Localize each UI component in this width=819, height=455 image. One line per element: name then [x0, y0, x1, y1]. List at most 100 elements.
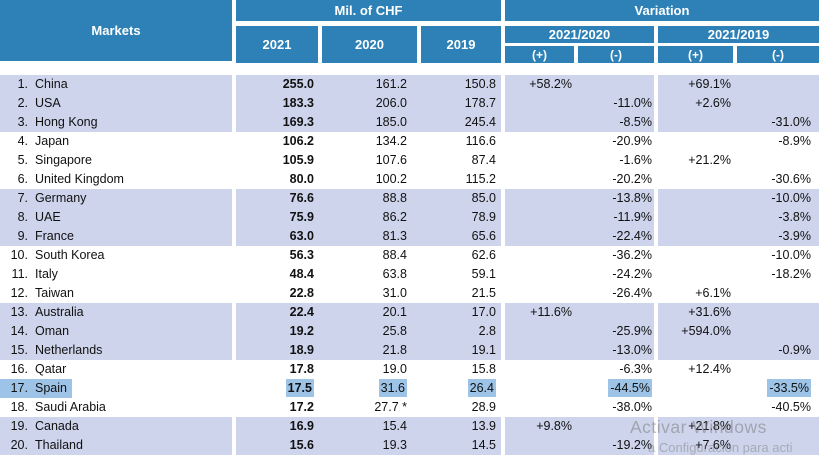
value-2021: 76.6: [289, 191, 314, 205]
variation-2021-2019-cell: +21.2%: [658, 151, 819, 170]
variation-2020-minus: -13.8%: [612, 191, 652, 205]
value-2021: 22.4: [289, 305, 314, 319]
variation-2019-plus: [658, 189, 733, 208]
column-header-variation-2021-2019: 2021/2019: [658, 26, 819, 43]
variation-2019-minus: -0.9%: [778, 343, 811, 357]
variation-2019-plus: [658, 227, 733, 246]
market-rank: 9.: [17, 229, 28, 243]
market-name: Italy: [35, 267, 58, 281]
variation-2020-plus: [505, 151, 574, 170]
chf-values-cell: 17.2 27.7 * 28.9: [236, 398, 501, 417]
table-row: 4. Japan 106.2 134.2 116.6 -20.9% -8.9%: [0, 132, 819, 151]
windows-activation-watermark-line2: a Configuración para acti: [648, 440, 793, 455]
market-rank: 13.: [10, 305, 28, 319]
value-2020: 88.4: [382, 248, 407, 262]
column-header-variation-2021-2020: 2021/2020: [505, 26, 654, 43]
value-2019: 116.6: [465, 134, 496, 148]
chf-values-cell: 48.4 63.8 59.1: [236, 265, 501, 284]
variation-2021-2020-cell: -36.2%: [505, 246, 654, 265]
column-gap: [501, 151, 505, 170]
market-rank: 15.: [10, 343, 28, 357]
value-2021: 255.0: [282, 77, 314, 91]
value-2021: 16.9: [289, 419, 314, 433]
market-label-wrap: 15. Netherlands: [0, 341, 103, 360]
market-rank: 10.: [10, 248, 28, 262]
variation-2021-2020-cell: +9.8%: [505, 417, 654, 436]
value-2019: 59.1: [471, 267, 496, 281]
value-2021: 80.0: [289, 172, 314, 186]
table-row: 17. Spain 17.5 31.6 26.4 -44.5% -33.5%: [0, 379, 819, 398]
variation-2019-minus: -8.9%: [778, 134, 811, 148]
variation-2019-plus: +12.4%: [688, 362, 731, 376]
column-gap: [232, 151, 236, 170]
variation-2020-plus: [505, 284, 574, 303]
chf-values-cell: 56.3 88.4 62.6: [236, 246, 501, 265]
table-row: 14. Oman 19.2 25.8 2.8 -25.9% +594.0%: [0, 322, 819, 341]
variation-2020-plus: [505, 113, 574, 132]
table-row: 10. South Korea 56.3 88.4 62.6 -36.2% -1…: [0, 246, 819, 265]
table-row: 11. Italy 48.4 63.8 59.1 -24.2% -18.2%: [0, 265, 819, 284]
market-rank: 6.: [17, 172, 28, 186]
variation-2021-2019-cell: +594.0%: [658, 322, 819, 341]
variation-2020-minus: -22.4%: [612, 229, 652, 243]
value-2021: 22.8: [289, 286, 314, 300]
value-2020: 20.1: [382, 305, 407, 319]
value-2021: 105.9: [282, 153, 314, 167]
variation-2020-minus: -20.2%: [612, 172, 652, 186]
table-row: 2. USA 183.3 206.0 178.7 -11.0% +2.6%: [0, 94, 819, 113]
variation-2020-plus: +58.2%: [529, 77, 572, 91]
market-cell: 10. South Korea: [0, 246, 232, 265]
value-2021: 183.3: [282, 96, 314, 110]
variation-2020-minus: -44.5%: [608, 379, 652, 397]
market-cell: 19. Canada: [0, 417, 232, 436]
column-gap: [232, 227, 236, 246]
market-label-wrap: 11. Italy: [0, 265, 58, 284]
variation-2019-plus: [658, 208, 733, 227]
column-gap: [501, 436, 505, 455]
variation-2021-2019-cell: +12.4%: [658, 360, 819, 379]
value-2020: 19.0: [382, 362, 407, 376]
value-2019: 65.6: [471, 229, 496, 243]
value-2020: 86.2: [382, 210, 407, 224]
value-2019: 78.9: [471, 210, 496, 224]
table-row: 12. Taiwan 22.8 31.0 21.5 -26.4% +6.1%: [0, 284, 819, 303]
chf-values-cell: 255.0 161.2 150.8: [236, 75, 501, 94]
variation-2020-plus: +9.8%: [536, 419, 572, 433]
variation-2020-plus: +11.6%: [530, 305, 572, 319]
market-name: United Kingdom: [35, 172, 124, 186]
chf-values-cell: 17.8 19.0 15.8: [236, 360, 501, 379]
variation-2019-plus: +6.1%: [695, 286, 731, 300]
variation-2020-plus: [505, 227, 574, 246]
column-gap: [654, 246, 658, 265]
variation-2021-2019-cell: -3.8%: [658, 208, 819, 227]
market-label-wrap: 4. Japan: [0, 132, 70, 151]
column-header-2021: 2021: [236, 26, 318, 63]
column-gap: [501, 379, 505, 398]
variation-2021-2019-cell: -40.5%: [658, 398, 819, 417]
table-row: 20. Thailand 15.6 19.3 14.5 -19.2% +7.6%: [0, 436, 819, 455]
column-gap: [654, 227, 658, 246]
market-rank: 8.: [17, 210, 28, 224]
value-2021: 63.0: [289, 229, 314, 243]
variation-2021-2020-cell: -8.5%: [505, 113, 654, 132]
windows-activation-watermark-line1: Activar Windows: [630, 417, 767, 437]
market-cell: 8. UAE: [0, 208, 232, 227]
variation-2019-minus: [733, 75, 819, 94]
column-gap: [654, 94, 658, 113]
variation-2019-plus: [658, 246, 733, 265]
variation-2020-minus: -25.9%: [612, 324, 652, 338]
value-2019: 115.2: [465, 172, 496, 186]
value-2019: 245.4: [464, 115, 496, 129]
value-2019: 26.4: [467, 379, 496, 397]
market-rank: 20.: [10, 438, 28, 452]
market-rank: 2.: [17, 96, 28, 110]
value-2021: 17.8: [289, 362, 314, 376]
market-cell: 12. Taiwan: [0, 284, 232, 303]
chf-values-cell: 76.6 88.8 85.0: [236, 189, 501, 208]
value-2020: 100.2: [375, 172, 407, 186]
variation-2021-2020-cell: -25.9%: [505, 322, 654, 341]
table-row: 19. Canada 16.9 15.4 13.9 +9.8% +21.8%: [0, 417, 819, 436]
market-cell: 2. USA: [0, 94, 232, 113]
column-gap: [654, 360, 658, 379]
chf-values-cell: 19.2 25.8 2.8: [236, 322, 501, 341]
